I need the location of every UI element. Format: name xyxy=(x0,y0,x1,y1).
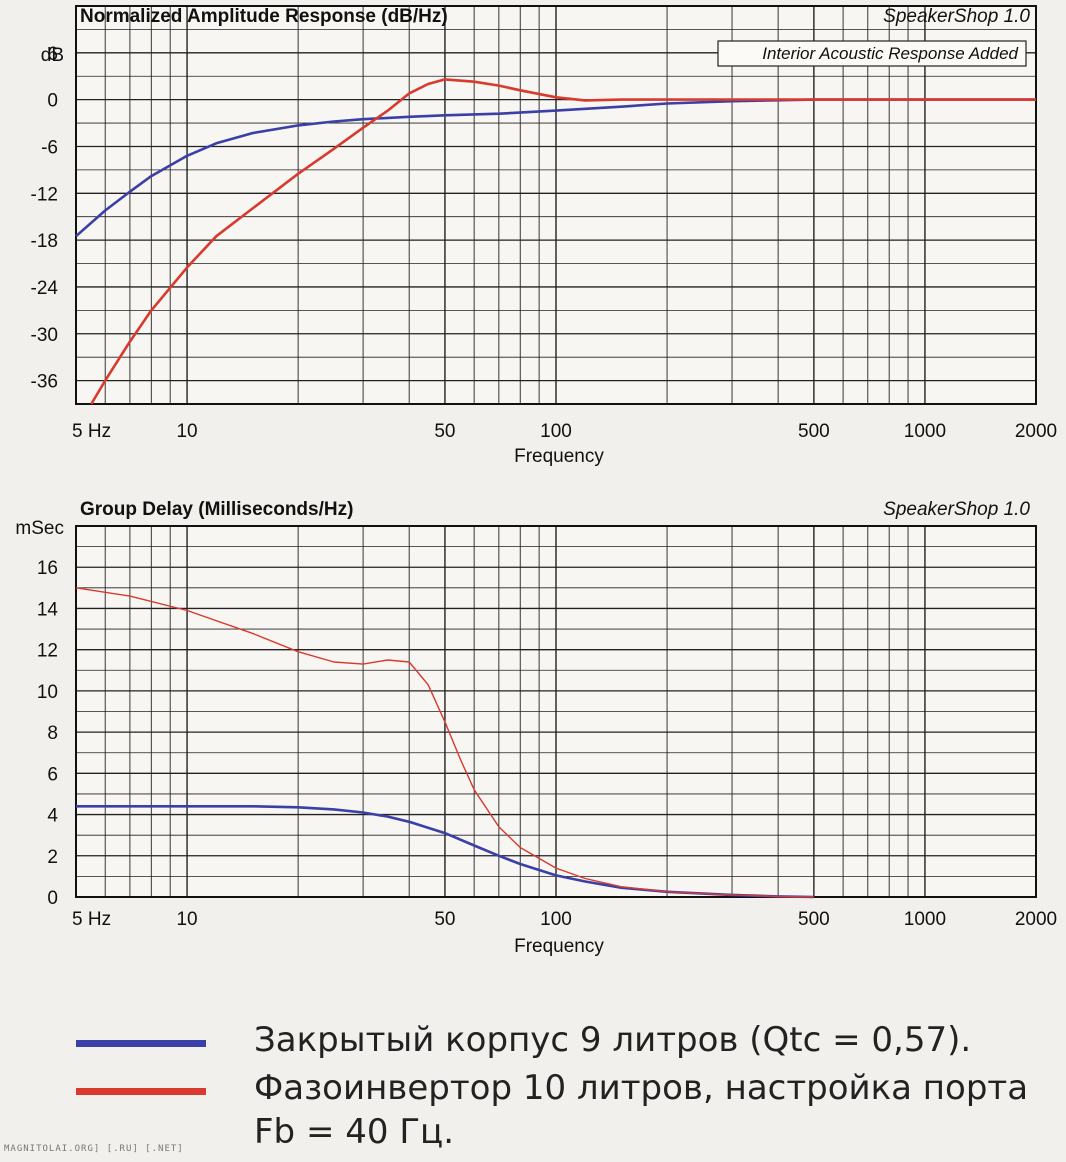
x-axis-label: Frequency xyxy=(514,446,604,467)
legend-label: Закрытый корпус 9 литров (Qtc = 0,57). xyxy=(254,1020,972,1060)
legend-swatch-blue xyxy=(76,1040,206,1047)
y-tick-label: -6 xyxy=(41,137,58,158)
footer-watermark: MAGNITOLAI.ORG] [.RU] [.NET] xyxy=(4,1144,184,1154)
x-tick-label: 5 Hz xyxy=(72,421,111,442)
legend-item-closed-box: Закрытый корпус 9 литров (Qtc = 0,57). xyxy=(76,1018,1056,1062)
chart-1: Normalized Amplitude Response (dB/Hz) Spe… xyxy=(31,5,1057,467)
x-tick-label: 100 xyxy=(540,421,572,442)
y-tick-label: 0 xyxy=(47,91,58,112)
x-tick-label: 2000 xyxy=(1015,909,1057,930)
plot-frame xyxy=(75,5,1037,405)
series-line-red xyxy=(75,587,814,898)
x-tick-label: 50 xyxy=(434,909,455,930)
y-tick-label: 6 xyxy=(47,764,58,785)
legend-swatch-red xyxy=(76,1088,206,1095)
chart-2: Group Delay (Milliseconds/Hz) SpeakerShop… xyxy=(15,499,1057,957)
plot-frame xyxy=(75,525,1037,898)
y-tick-label: -24 xyxy=(31,278,59,299)
legend-label: Фазоинвертор 10 литров, настройка порта … xyxy=(254,1068,1029,1152)
annotation-text: Interior Acoustic Response Added xyxy=(762,44,1018,63)
y-tick-label: 6 xyxy=(47,44,58,65)
x-tick-label: 500 xyxy=(798,909,830,930)
y-tick-label: 8 xyxy=(47,723,58,744)
y-tick-label: 10 xyxy=(37,682,58,703)
x-axis-label: Frequency xyxy=(514,936,604,957)
y-axis-unit: mSec xyxy=(15,518,64,539)
series-line-red xyxy=(90,78,1036,405)
y-tick-label: -12 xyxy=(31,184,58,205)
x-tick-label: 10 xyxy=(176,909,197,930)
chart-title: Group Delay (Milliseconds/Hz) xyxy=(80,499,353,520)
x-tick-label: 100 xyxy=(540,909,572,930)
y-tick-label: -30 xyxy=(31,325,58,346)
y-tick-label: 12 xyxy=(37,641,58,662)
y-tick-label: 4 xyxy=(47,806,58,827)
chart-subtitle: SpeakerShop 1.0 xyxy=(883,6,1030,27)
legend: Закрытый корпус 9 литров (Qtc = 0,57). Ф… xyxy=(76,1018,1056,1158)
x-tick-label: 50 xyxy=(434,421,455,442)
x-tick-label: 10 xyxy=(176,421,197,442)
y-tick-label: 2 xyxy=(47,847,58,868)
chart-subtitle: SpeakerShop 1.0 xyxy=(883,499,1030,520)
x-tick-label: 5 Hz xyxy=(72,909,111,930)
chart-title: Normalized Amplitude Response (dB/Hz) xyxy=(80,6,448,27)
x-tick-label: 500 xyxy=(798,421,830,442)
y-axis-unit: dB xyxy=(41,45,64,66)
y-tick-label: -36 xyxy=(31,372,58,393)
x-tick-label: 2000 xyxy=(1015,421,1057,442)
x-tick-label: 1000 xyxy=(904,421,946,442)
series-line-blue xyxy=(75,98,1036,238)
annotation-box xyxy=(717,40,1027,67)
y-tick-label: -18 xyxy=(31,231,58,252)
x-tick-label: 1000 xyxy=(904,909,946,930)
legend-item-bass-reflex: Фазоинвертор 10 литров, настройка порта … xyxy=(76,1066,1056,1154)
y-tick-label: 14 xyxy=(37,599,59,620)
y-tick-label: 16 xyxy=(37,558,58,579)
charts-svg: Normalized Amplitude Response (dB/Hz) Spe… xyxy=(15,5,1057,957)
y-tick-label: 0 xyxy=(47,888,58,909)
